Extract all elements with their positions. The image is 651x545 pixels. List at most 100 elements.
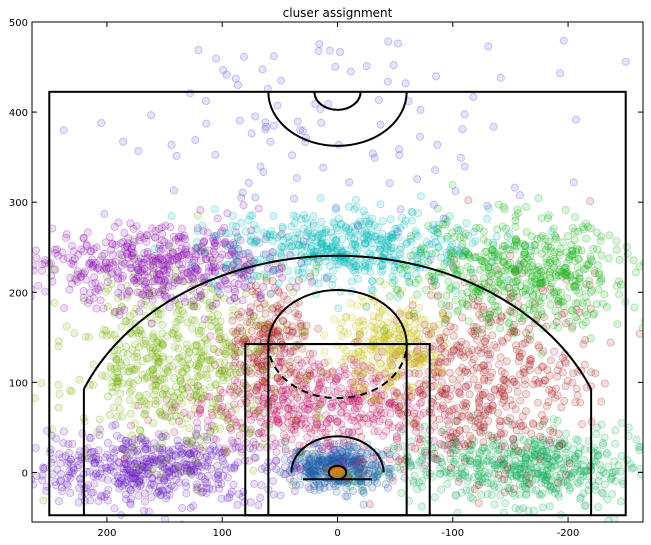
data-point bbox=[122, 495, 131, 504]
data-point bbox=[208, 301, 217, 310]
data-point bbox=[373, 479, 382, 488]
data-point bbox=[218, 456, 227, 465]
data-point bbox=[183, 440, 192, 449]
data-point bbox=[176, 450, 185, 459]
data-point bbox=[473, 335, 482, 344]
data-point bbox=[207, 315, 216, 324]
data-point bbox=[141, 445, 150, 454]
data-point bbox=[315, 451, 324, 460]
data-point bbox=[259, 282, 268, 291]
data-point bbox=[334, 454, 343, 463]
data-point bbox=[291, 428, 300, 437]
data-point bbox=[231, 461, 240, 470]
data-point bbox=[94, 455, 103, 464]
data-point bbox=[148, 474, 157, 483]
data-point bbox=[391, 452, 400, 461]
data-point bbox=[329, 452, 338, 461]
data-point bbox=[496, 353, 505, 362]
data-point bbox=[311, 450, 320, 459]
data-point bbox=[363, 363, 372, 372]
data-point bbox=[332, 236, 341, 245]
data-point bbox=[367, 228, 376, 237]
data-point bbox=[425, 322, 434, 331]
data-point bbox=[573, 391, 582, 400]
data-point bbox=[308, 457, 317, 466]
data-point bbox=[385, 292, 394, 301]
data-point bbox=[304, 461, 313, 470]
data-point bbox=[135, 482, 144, 491]
data-point bbox=[344, 428, 353, 437]
data-point bbox=[70, 329, 79, 338]
data-point bbox=[374, 467, 383, 476]
data-point bbox=[305, 457, 314, 466]
data-point bbox=[351, 451, 360, 460]
data-point bbox=[162, 494, 171, 503]
data-point bbox=[292, 416, 301, 425]
data-point bbox=[64, 253, 73, 262]
data-point bbox=[406, 232, 415, 241]
data-point bbox=[175, 442, 184, 451]
data-point bbox=[122, 468, 131, 477]
data-point bbox=[138, 462, 147, 471]
data-point bbox=[203, 471, 212, 480]
data-point bbox=[279, 345, 288, 354]
data-point bbox=[322, 463, 331, 472]
data-point bbox=[52, 434, 61, 443]
data-point bbox=[344, 427, 353, 436]
data-point bbox=[409, 476, 418, 485]
data-point bbox=[501, 499, 510, 508]
data-point bbox=[320, 331, 329, 340]
data-point bbox=[334, 469, 343, 478]
data-point bbox=[157, 449, 166, 458]
data-point bbox=[600, 290, 609, 299]
data-point bbox=[206, 445, 215, 454]
data-point bbox=[295, 462, 304, 471]
data-point bbox=[115, 458, 124, 467]
data-point bbox=[66, 455, 75, 464]
data-point bbox=[131, 459, 140, 468]
data-point bbox=[94, 472, 103, 481]
data-point bbox=[144, 283, 153, 292]
data-point bbox=[357, 462, 366, 471]
data-point bbox=[149, 458, 158, 467]
data-point bbox=[130, 353, 139, 362]
data-point bbox=[350, 338, 359, 347]
data-point bbox=[468, 358, 477, 367]
data-point bbox=[368, 405, 377, 414]
data-point bbox=[106, 463, 115, 472]
data-point bbox=[398, 425, 407, 434]
data-point bbox=[343, 460, 352, 469]
data-point bbox=[405, 277, 414, 286]
data-point bbox=[534, 398, 543, 407]
data-point bbox=[38, 471, 47, 480]
data-point bbox=[203, 462, 212, 471]
data-point bbox=[151, 233, 160, 242]
data-point bbox=[256, 427, 265, 436]
data-point bbox=[103, 466, 112, 475]
data-point bbox=[147, 445, 156, 454]
data-point bbox=[189, 296, 198, 305]
data-point bbox=[68, 469, 77, 478]
data-point bbox=[348, 458, 357, 467]
data-point bbox=[4, 234, 11, 241]
data-point bbox=[232, 222, 241, 231]
data-point bbox=[156, 453, 165, 462]
data-point bbox=[226, 382, 235, 391]
data-point bbox=[407, 216, 416, 225]
data-point bbox=[318, 461, 327, 470]
data-point bbox=[110, 330, 119, 339]
data-point bbox=[321, 458, 330, 467]
data-point bbox=[249, 437, 258, 446]
data-point bbox=[591, 485, 600, 494]
data-point bbox=[123, 471, 132, 480]
data-point bbox=[335, 445, 344, 454]
data-point bbox=[409, 412, 418, 421]
data-point bbox=[332, 469, 341, 478]
data-point bbox=[280, 365, 289, 374]
data-point bbox=[67, 455, 76, 464]
data-point bbox=[444, 411, 453, 420]
data-point bbox=[327, 454, 336, 463]
data-point bbox=[110, 454, 119, 463]
data-point bbox=[192, 429, 201, 438]
data-point bbox=[219, 412, 228, 421]
